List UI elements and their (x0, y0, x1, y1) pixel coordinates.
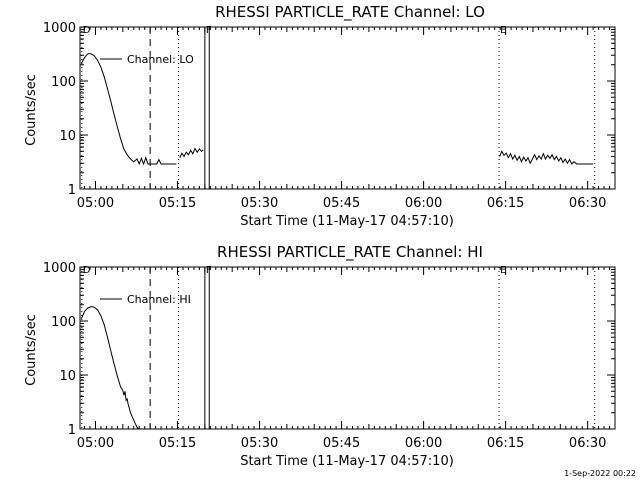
lo-x-tick-label: 06:15 (487, 196, 524, 211)
lo-series-line-segment-1 (179, 147, 204, 158)
hi-y-tick-label: 1 (68, 423, 76, 438)
hi-x-tick-label: 06:15 (487, 436, 524, 451)
lo-flag-label-E: E (500, 25, 506, 36)
hi-plot-frame (79, 266, 616, 430)
hi-y-tick-label: 100 (51, 315, 76, 330)
hi-series-line-segment-0 (80, 306, 140, 429)
lo-y-tick-label: 100 (51, 75, 76, 90)
lo-y-tick-label: 1000 (43, 21, 76, 36)
lo-x-tick-label: 05:30 (241, 196, 278, 211)
lo-y-tick-label: 1 (68, 183, 76, 198)
hi-flag-label-D: D (83, 265, 91, 276)
lo-x-tick-label: 05:45 (323, 196, 360, 211)
hi-y-tick-label: 1000 (43, 261, 76, 276)
lo-x-axis-label: Start Time (11-May-17 04:57:10) (240, 214, 454, 229)
lo-x-tick-label: 06:30 (569, 196, 606, 211)
lo-x-tick-label: 05:00 (77, 196, 114, 211)
lo-chart-title: RHESSI PARTICLE_RATE Channel: LO (215, 3, 485, 22)
lo-series-group (80, 53, 594, 166)
lo-plot-frame (79, 26, 616, 190)
date-stamp: 1-Sep-2022 00:22 (564, 469, 636, 478)
hi-flag-label-E: E (500, 265, 506, 276)
lo-legend-label: Channel: LO (127, 53, 194, 66)
lo-y-tick-label: 10 (59, 129, 76, 144)
hi-x-tick-label: 06:30 (569, 436, 606, 451)
hi-legend-label: Channel: HI (127, 293, 191, 306)
hi-x-tick-label: 05:30 (241, 436, 278, 451)
hi-y-axis-label: Counts/sec (24, 314, 39, 386)
hi-x-axis-label: Start Time (11-May-17 04:57:10) (240, 454, 454, 469)
hi-x-tick-label: 05:15 (159, 436, 196, 451)
hi-x-tick-label: 06:00 (405, 436, 442, 451)
lo-series-line-segment-2 (499, 150, 594, 165)
hi-series-group (80, 306, 140, 429)
lo-x-tick-label: 06:00 (405, 196, 442, 211)
lo-series-line-segment-0 (80, 53, 177, 166)
hi-channel-panel: RHESSI PARTICLE_RATE Channel: HI Start T… (24, 243, 616, 469)
lo-flag-label-D: D (83, 25, 91, 36)
lo-x-tick-label: 05:15 (159, 196, 196, 211)
hi-chart-title: RHESSI PARTICLE_RATE Channel: HI (217, 243, 483, 262)
hi-y-tick-label: 10 (59, 369, 76, 384)
lo-channel-panel: RHESSI PARTICLE_RATE Channel: LO Start T… (24, 3, 616, 229)
hi-x-tick-label: 05:00 (77, 436, 114, 451)
hi-x-tick-label: 05:45 (323, 436, 360, 451)
lo-y-axis-label: Counts/sec (24, 74, 39, 146)
